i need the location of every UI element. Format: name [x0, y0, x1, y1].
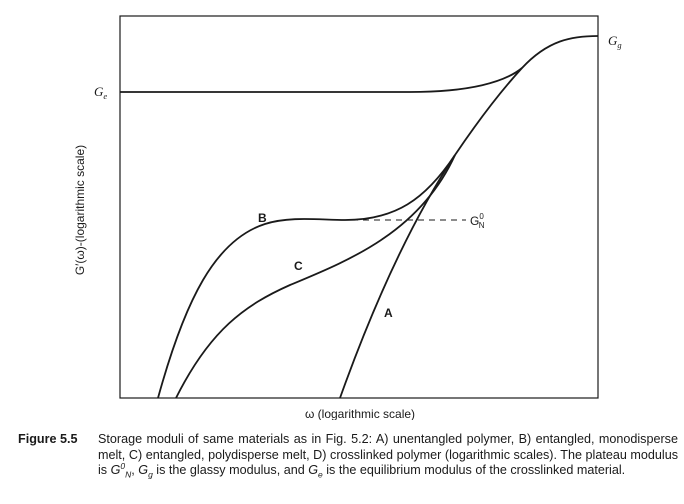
storage-modulus-figure: B C A Ge Gg G0 N G′(ω)-(logarithmic scale… — [73, 15, 622, 420]
caption-gg-symbol: Gg — [138, 463, 153, 480]
caption-ge-symbol: Ge — [308, 463, 323, 480]
y-axis-label: G′(ω)-(logarithmic scale) — [73, 145, 87, 275]
x-axis-label: ω (logarithmic scale) — [305, 407, 415, 420]
caption-label: Figure 5.5 — [18, 432, 78, 446]
curve-label-b: B — [258, 211, 267, 225]
caption-text: Storage moduli of same materials as in F… — [98, 432, 678, 479]
glassy-modulus-label: Gg — [608, 33, 622, 50]
plot-frame — [119, 15, 599, 399]
equilibrium-modulus-curve-d — [120, 67, 523, 93]
curve-b-entangled-monodisperse — [157, 154, 456, 399]
curve-label-c: C — [294, 259, 303, 273]
caption-text-part-4: is the equilibrium modulus of the crossl… — [322, 463, 626, 477]
figure-caption: Figure 5.5 Storage moduli of same materi… — [18, 432, 678, 479]
curve-c-entangled-polydisperse — [175, 154, 456, 399]
curve-a-unentangled — [339, 154, 456, 399]
curve-label-a: A — [384, 306, 393, 320]
caption-gn-symbol: G0N — [110, 460, 132, 480]
equilibrium-modulus-label: Ge — [94, 84, 107, 101]
plateau-modulus-label: G0 N — [470, 212, 485, 230]
caption-text-part-3: is the glassy modulus, and — [152, 463, 309, 477]
caption-text-part-1: Storage moduli of same materials as in F… — [98, 432, 678, 477]
glassy-region-curve — [454, 35, 599, 156]
caption-text-part-2: , — [131, 463, 139, 477]
